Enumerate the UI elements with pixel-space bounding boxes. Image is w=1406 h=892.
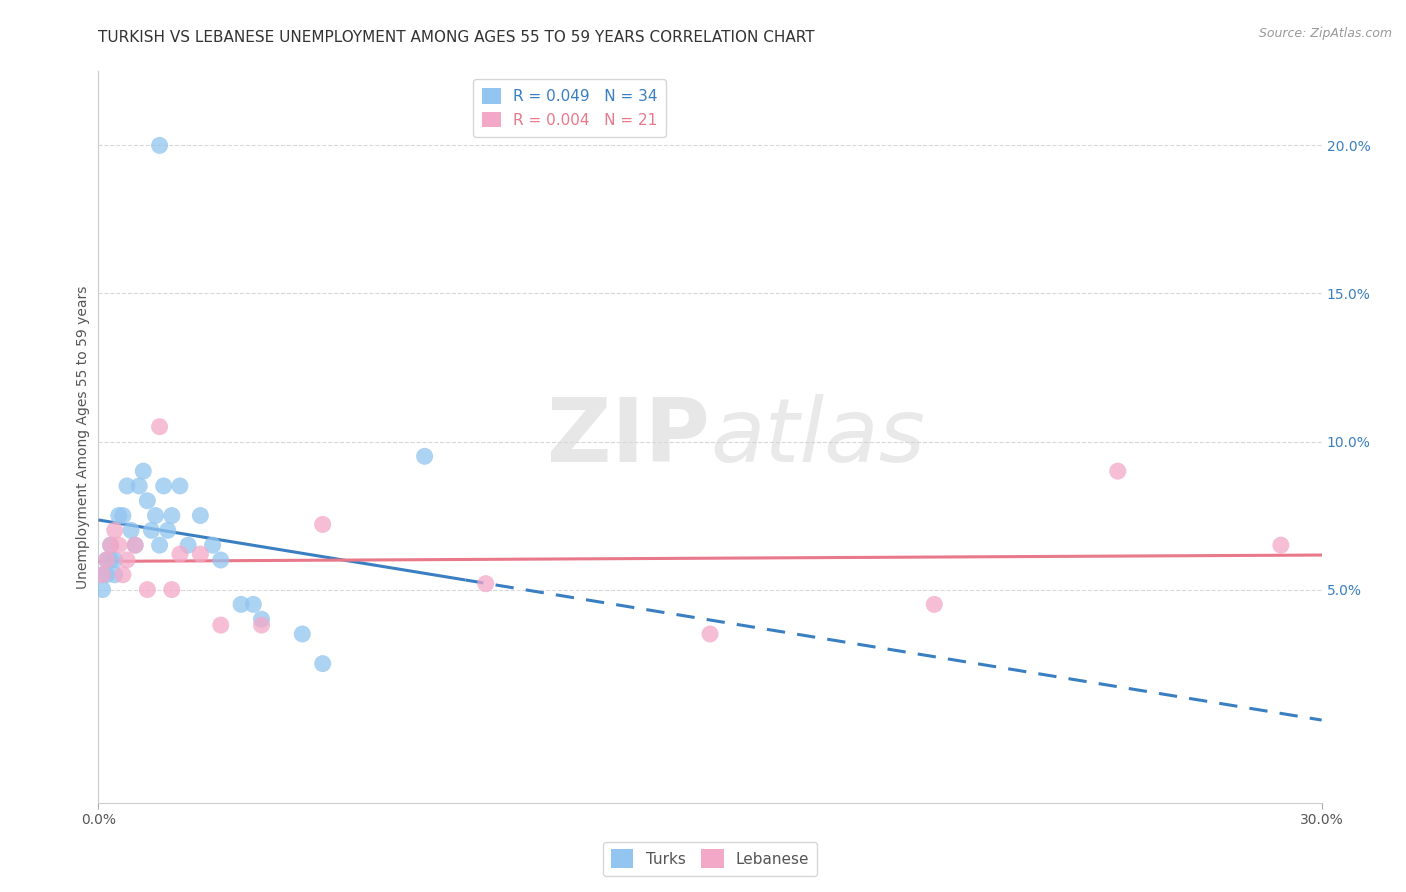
Point: [108, 508, 131, 523]
Point: [312, 657, 335, 671]
Point: [922, 598, 945, 612]
Point: [160, 508, 183, 523]
Point: [108, 538, 131, 552]
Point: [149, 538, 172, 552]
Text: TURKISH VS LEBANESE UNEMPLOYMENT AMONG AGES 55 TO 59 YEARS CORRELATION CHART: TURKISH VS LEBANESE UNEMPLOYMENT AMONG A…: [98, 29, 815, 45]
Point: [96, 553, 118, 567]
Point: [291, 627, 314, 641]
Text: ZIP: ZIP: [547, 393, 710, 481]
Point: [115, 553, 138, 567]
Point: [104, 553, 127, 567]
Point: [1107, 464, 1129, 478]
Point: [312, 517, 335, 532]
Point: [699, 627, 721, 641]
Point: [96, 553, 118, 567]
Point: [124, 538, 146, 552]
Point: [124, 538, 146, 552]
Point: [169, 547, 191, 561]
Point: [209, 618, 232, 632]
Point: [128, 479, 150, 493]
Point: [132, 464, 155, 478]
Point: [188, 508, 212, 523]
Point: [141, 524, 163, 538]
Point: [91, 567, 114, 582]
Point: [250, 618, 273, 632]
Point: [145, 508, 167, 523]
Y-axis label: Unemployment Among Ages 55 to 59 years: Unemployment Among Ages 55 to 59 years: [76, 285, 90, 589]
Point: [91, 582, 114, 597]
Point: [111, 567, 134, 582]
Point: [96, 567, 118, 582]
Point: [104, 567, 127, 582]
Point: [136, 582, 159, 597]
Text: Source: ZipAtlas.com: Source: ZipAtlas.com: [1258, 27, 1392, 40]
Point: [1270, 538, 1292, 552]
Point: [152, 479, 174, 493]
Point: [474, 576, 498, 591]
Point: [91, 567, 114, 582]
Point: [160, 582, 183, 597]
Text: atlas: atlas: [710, 394, 925, 480]
Point: [169, 479, 191, 493]
Point: [413, 450, 436, 464]
Point: [149, 419, 172, 434]
Point: [177, 538, 200, 552]
Point: [120, 524, 142, 538]
Point: [100, 538, 122, 552]
Point: [115, 479, 138, 493]
Point: [231, 598, 253, 612]
Legend: Turks, Lebanese: Turks, Lebanese: [603, 842, 817, 876]
Point: [250, 612, 273, 626]
Point: [100, 538, 122, 552]
Point: [100, 553, 122, 567]
Point: [242, 598, 264, 612]
Point: [201, 538, 224, 552]
Point: [149, 138, 172, 153]
Point: [209, 553, 232, 567]
Point: [104, 524, 127, 538]
Point: [156, 524, 179, 538]
Point: [188, 547, 212, 561]
Point: [111, 508, 134, 523]
Point: [136, 493, 159, 508]
